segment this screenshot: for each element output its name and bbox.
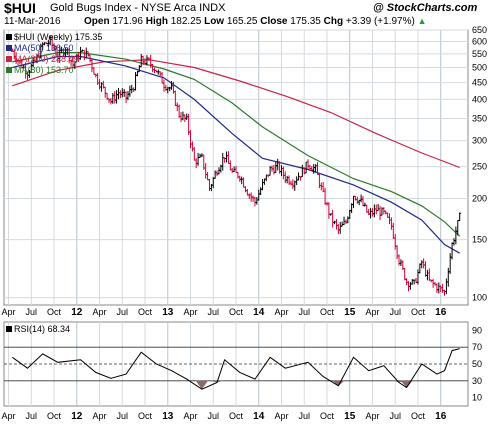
open-value: 171.96 <box>112 16 143 27</box>
close-value: 175.35 <box>290 16 321 27</box>
rsi-line <box>12 348 460 390</box>
rsi-x-tick-label: Jul <box>298 411 310 421</box>
low-value: 165.25 <box>226 16 258 27</box>
ohlc-readout: Open 171.96 High 182.25 Low 165.25 Close… <box>84 17 427 27</box>
rsi-x-tick-label: Jul <box>207 411 219 421</box>
legend-swatch <box>6 45 12 51</box>
low-label: Low <box>204 16 225 27</box>
rsi-y-tick-label: 10 <box>472 393 482 403</box>
rsi-x-tick-label: Oct <box>320 411 335 421</box>
rsi-x-tick-label: Jul <box>26 411 38 421</box>
price-x-tick-label: Jul <box>298 307 310 317</box>
chart-date: 11-Mar-2016 <box>4 16 61 27</box>
chg-label: Chg <box>323 16 344 27</box>
rsi-x-tick-label: 13 <box>162 411 174 422</box>
chart-title: Gold Bugs Index - NYSE Arca INDX <box>50 2 226 14</box>
legend-label: MA(80) 153.70 <box>14 65 74 75</box>
price-x-tick-label: 16 <box>435 307 447 318</box>
price-y-tick-label: 600 <box>472 36 487 46</box>
price-y-tick-label: 300 <box>472 136 487 146</box>
price-y-tick-label: 550 <box>472 49 487 59</box>
ma50-line <box>12 55 460 254</box>
rsi-x-tick-label: 16 <box>435 411 447 422</box>
open-label: Open <box>84 16 110 27</box>
rsi-x-tick-label: Oct <box>229 411 244 421</box>
price-y-tick-label: 250 <box>472 162 487 172</box>
price-x-tick-label: Apr <box>184 307 198 317</box>
rsi-legend-swatch <box>6 326 12 332</box>
legend-label: MA(200) 248.49 <box>14 54 79 64</box>
rsi-x-tick-label: Apr <box>184 411 198 421</box>
source-credit: @ StockCharts.com <box>373 2 478 14</box>
price-x-tick-label: Jul <box>389 307 401 317</box>
rsi-x-tick-label: Apr <box>274 411 288 421</box>
chart-symbol: $HUI <box>4 0 36 16</box>
rsi-x-tick-label: 12 <box>71 411 83 422</box>
price-y-tick-label: 400 <box>472 94 487 104</box>
price-y-tick-label: 200 <box>472 194 487 204</box>
price-bars <box>10 35 462 296</box>
price-x-tick-label: Apr <box>2 307 16 317</box>
rsi-y-tick-label: 30 <box>472 376 482 386</box>
price-x-tick-label: Oct <box>229 307 244 317</box>
price-x-tick-label: Apr <box>274 307 288 317</box>
rsi-x-tick-label: Oct <box>138 411 153 421</box>
price-x-tick-label: 15 <box>344 307 356 318</box>
price-x-tick-label: Apr <box>93 307 107 317</box>
rsi-oversold-fill <box>332 380 345 386</box>
price-x-tick-label: 14 <box>253 307 265 318</box>
legend-swatch <box>6 34 12 40</box>
high-value: 182.25 <box>170 16 202 27</box>
rsi-x-tick-label: 14 <box>253 411 265 422</box>
price-y-tick-label: 450 <box>472 78 487 88</box>
chg-value: +3.39 (+1.97%) <box>345 16 415 27</box>
rsi-legend-label: RSI(14) 68.34 <box>14 324 70 334</box>
up-arrow-icon: ▲ <box>417 16 427 26</box>
legend-label: $HUI (Weekly) 175.35 <box>14 32 102 42</box>
rsi-x-tick-label: Apr <box>2 411 16 421</box>
rsi-x-tick-label: Jul <box>117 411 129 421</box>
price-x-tick-label: 12 <box>71 307 83 318</box>
legend-swatch <box>6 56 12 62</box>
price-x-tick-label: Jul <box>207 307 219 317</box>
price-y-tick-label: 100 <box>472 293 487 303</box>
ma200-line <box>12 59 460 169</box>
price-x-tick-label: 13 <box>162 307 174 318</box>
rsi-y-tick-label: 90 <box>472 325 482 335</box>
price-x-tick-label: Oct <box>138 307 153 317</box>
price-y-tick-label: 350 <box>472 114 487 124</box>
rsi-x-tick-label: Oct <box>411 411 426 421</box>
price-y-tick-label: 150 <box>472 235 487 245</box>
price-x-tick-label: Oct <box>411 307 426 317</box>
price-y-tick-label: 500 <box>472 63 487 73</box>
price-x-tick-label: Oct <box>320 307 335 317</box>
legend-swatch <box>6 67 12 73</box>
price-x-tick-label: Jul <box>117 307 129 317</box>
high-label: High <box>145 16 168 27</box>
price-x-tick-label: Jul <box>26 307 38 317</box>
rsi-x-tick-label: Apr <box>365 411 379 421</box>
rsi-x-tick-label: Jul <box>389 411 401 421</box>
rsi-x-tick-label: Oct <box>47 411 62 421</box>
rsi-x-tick-label: Apr <box>93 411 107 421</box>
legend-label: MA(50) 136.50 <box>14 43 74 53</box>
rsi-y-tick-label: 50 <box>472 359 482 369</box>
rsi-y-tick-label: 70 <box>472 342 482 352</box>
price-y-tick-label: 650 <box>472 25 487 35</box>
rsi-oversold-fill <box>195 380 208 390</box>
close-label: Close <box>260 16 288 27</box>
rsi-x-tick-label: 15 <box>344 411 356 422</box>
price-x-tick-label: Apr <box>365 307 379 317</box>
price-x-tick-label: Oct <box>47 307 62 317</box>
